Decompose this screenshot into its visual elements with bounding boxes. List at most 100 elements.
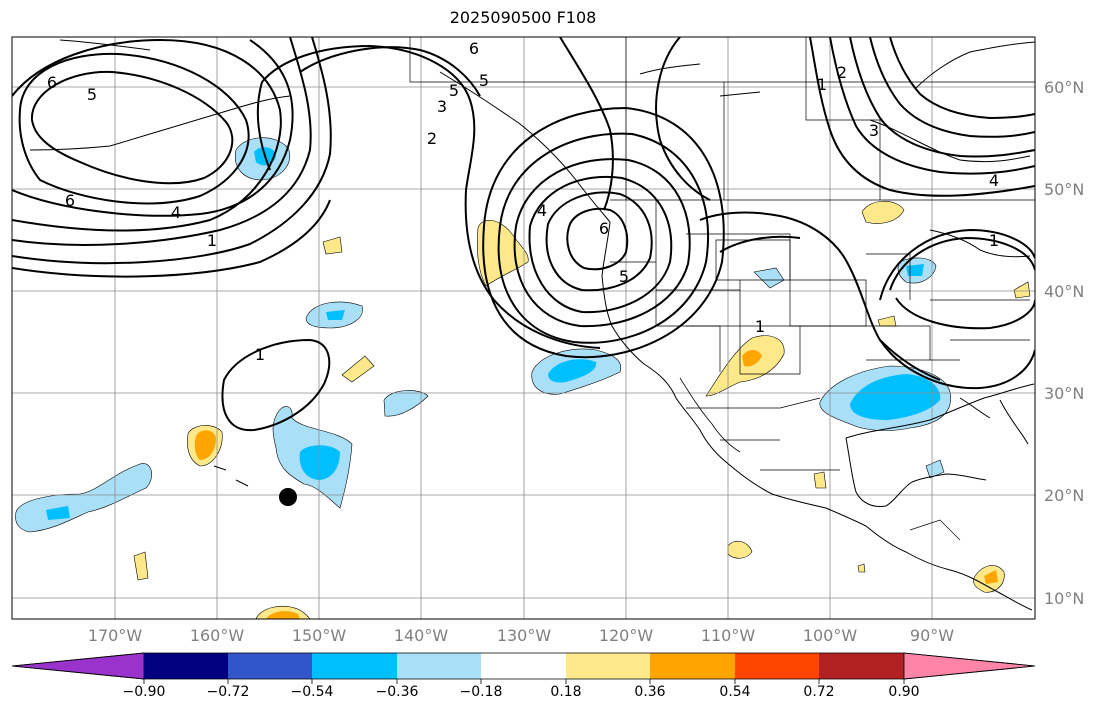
contour-low-ring-5 — [497, 132, 710, 344]
contour-labels: 6 5 6 4 1 5 3 2 6 5 4 6 5 1 1 1 2 3 4 1 — [47, 39, 999, 364]
colorbar-segment-5 — [481, 653, 566, 679]
colorbar-tick-label: 0.18 — [550, 684, 582, 700]
contour-label: 5 — [479, 71, 489, 90]
shade-mexico-yellow-2 — [727, 540, 753, 559]
contour-label: 6 — [47, 73, 57, 92]
lon-label-130w: 130°W — [496, 626, 552, 645]
contour-label: 4 — [537, 201, 547, 220]
contour-pacific-3 — [12, 37, 312, 246]
lon-label-170w: 170°W — [87, 626, 143, 645]
contour-label: 5 — [449, 81, 459, 100]
contour-label: 1 — [817, 75, 827, 94]
contour-label: 1 — [755, 317, 765, 336]
lon-label-150w: 150°W — [291, 626, 347, 645]
shade-bottom-orange — [266, 611, 300, 619]
colorbar-segment-6 — [566, 653, 650, 679]
shade-central-am-orange — [984, 570, 998, 584]
colorbar-segment-9 — [819, 653, 904, 679]
contour-label: 5 — [87, 85, 97, 104]
shade-greatlakes-blue — [906, 264, 924, 276]
shade-west-blue — [46, 506, 70, 520]
contour-gulf-alaska-c — [256, 81, 271, 171]
shade-small-yellow-west — [133, 551, 149, 581]
contour-gulf-alaska — [261, 44, 601, 349]
contour-closed-1 — [221, 338, 331, 432]
contour-low-ring-2 — [545, 191, 653, 292]
contour-low-ring-6 — [482, 106, 725, 359]
contour-label: 4 — [989, 171, 999, 190]
shade-north-yellow — [861, 200, 905, 224]
lat-label-30n: 30°N — [1044, 384, 1085, 403]
lon-label-140w: 140°W — [393, 626, 449, 645]
contour-label: 6 — [599, 219, 609, 238]
contour-east-ring-2 — [879, 228, 1035, 301]
shade-pacific-lightblue-2 — [383, 390, 429, 417]
graticule — [12, 37, 1035, 619]
lat-label-20n: 20°N — [1044, 486, 1085, 505]
lon-label-110w: 110°W — [700, 626, 756, 645]
shade-pacific-yellow-2 — [341, 355, 375, 383]
lon-label-100w: 100°W — [802, 626, 858, 645]
location-marker — [279, 488, 297, 506]
contour-ne-1 — [809, 37, 1035, 197]
colorbar-tick-label: 0.54 — [719, 684, 751, 700]
colorbar — [11, 652, 1036, 684]
contour-low-ring-1 — [566, 207, 629, 271]
lon-label-120w: 120°W — [598, 626, 654, 645]
shade-east-yellow — [1013, 281, 1031, 299]
map-background — [12, 37, 1035, 619]
lat-label-10n: 10°N — [1044, 589, 1085, 608]
colorbar-segment-2 — [228, 653, 312, 679]
contour-gulf-alaska-b — [299, 46, 481, 97]
colorbar-segment-4 — [397, 653, 481, 679]
contour-north-2 — [559, 37, 614, 211]
contour-label: 1 — [207, 231, 217, 250]
shade-gulfmex-lightblue — [925, 459, 945, 479]
lon-label-90w: 90°W — [909, 626, 955, 645]
contour-pacific-1 — [12, 199, 331, 278]
colorbar-segment-8 — [735, 653, 819, 679]
colorbar-tick-label: 0.90 — [888, 684, 920, 700]
shaded-areas — [15, 137, 1031, 619]
map-frame — [11, 36, 1036, 620]
contour-ne-4 — [869, 37, 1035, 138]
contour-ne-5 — [889, 37, 1035, 120]
contour-east-ring-3 — [895, 297, 1035, 330]
shade-gulf-blue — [850, 374, 941, 420]
contour-pacific-2 — [12, 37, 332, 265]
lon-label-160w: 160°W — [189, 626, 245, 645]
lat-label-40n: 40°N — [1044, 282, 1085, 301]
shade-swus-orange — [742, 350, 762, 367]
colorbar-tick-label: −0.72 — [206, 684, 250, 700]
shade-hawaii-blue — [299, 445, 340, 480]
contour-north-1 — [655, 37, 711, 201]
colorbar-tick-label: −0.90 — [122, 684, 166, 700]
colorbar-segment-3 — [312, 653, 397, 679]
shade-mexico-yellow-1 — [813, 471, 827, 489]
contour-low-ring-3 — [528, 175, 673, 314]
contour-east-ring-1 — [889, 236, 1035, 291]
contour-label: 2 — [427, 129, 437, 148]
colorbar-segment-0 — [11, 652, 145, 680]
contour-label: 3 — [869, 121, 879, 140]
colorbar-segment-1 — [144, 653, 228, 679]
contour-label: 1 — [989, 231, 999, 250]
shade-pacific-yellow-1 — [322, 236, 343, 255]
map-title: 2025090500 F108 — [449, 8, 597, 27]
colorbar-segment-7 — [650, 653, 735, 679]
colorbar-tick-label: −0.18 — [459, 684, 503, 700]
lat-label-50n: 50°N — [1044, 180, 1085, 199]
contour-label: 2 — [837, 63, 847, 82]
colorbar-tick-label: 0.72 — [803, 684, 835, 700]
shade-pacific-blue-1 — [326, 310, 345, 320]
contour-continent-1b — [719, 235, 801, 253]
contour-label: 6 — [65, 191, 75, 210]
colorbar-tick-label: 0.36 — [634, 684, 666, 700]
contour-label: 5 — [619, 267, 629, 286]
contour-label: 1 — [255, 345, 265, 364]
contour-label: 3 — [437, 97, 447, 116]
contour-pacific-5 — [12, 38, 282, 232]
contour-ne-2 — [829, 37, 1035, 175]
contour-continent-1 — [699, 211, 941, 381]
